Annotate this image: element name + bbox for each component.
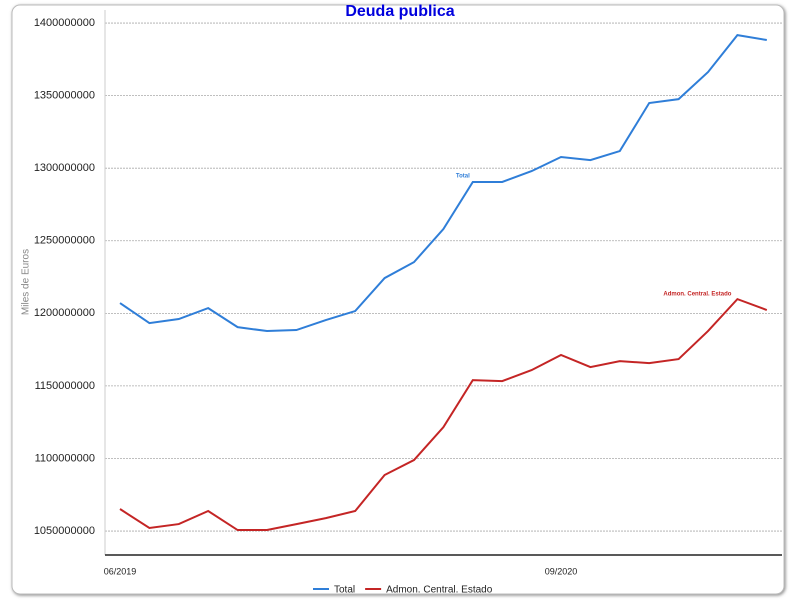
series-line (119, 297, 768, 532)
series-line (119, 34, 767, 333)
y-tick-label: 1400000000 (34, 17, 95, 29)
x-tick-label: 06/2019 (104, 566, 137, 576)
series-label: Admon. Central. Estado (663, 292, 731, 298)
y-tick-label: 1350000000 (34, 90, 95, 102)
y-tick-label: 1200000000 (34, 307, 95, 319)
series-label: Total (456, 174, 470, 180)
legend-label: Admon. Central. Estado (386, 585, 493, 596)
y-tick-label: 1250000000 (34, 235, 95, 247)
legend-label: Total (334, 585, 355, 596)
y-tick-label: 1150000000 (35, 380, 95, 392)
y-tick-label: 1100000000 (35, 452, 95, 464)
x-tick-label: 09/2020 (545, 566, 578, 576)
chart-title: Deuda publica (345, 3, 454, 20)
legend: Total Admon. Central. Estado (313, 585, 493, 596)
y-tick-label: 1050000000 (34, 525, 95, 537)
y-axis-label: Miles de Euros (21, 249, 32, 315)
frame (11, 4, 785, 595)
y-tick-label: 1300000000 (34, 162, 95, 174)
